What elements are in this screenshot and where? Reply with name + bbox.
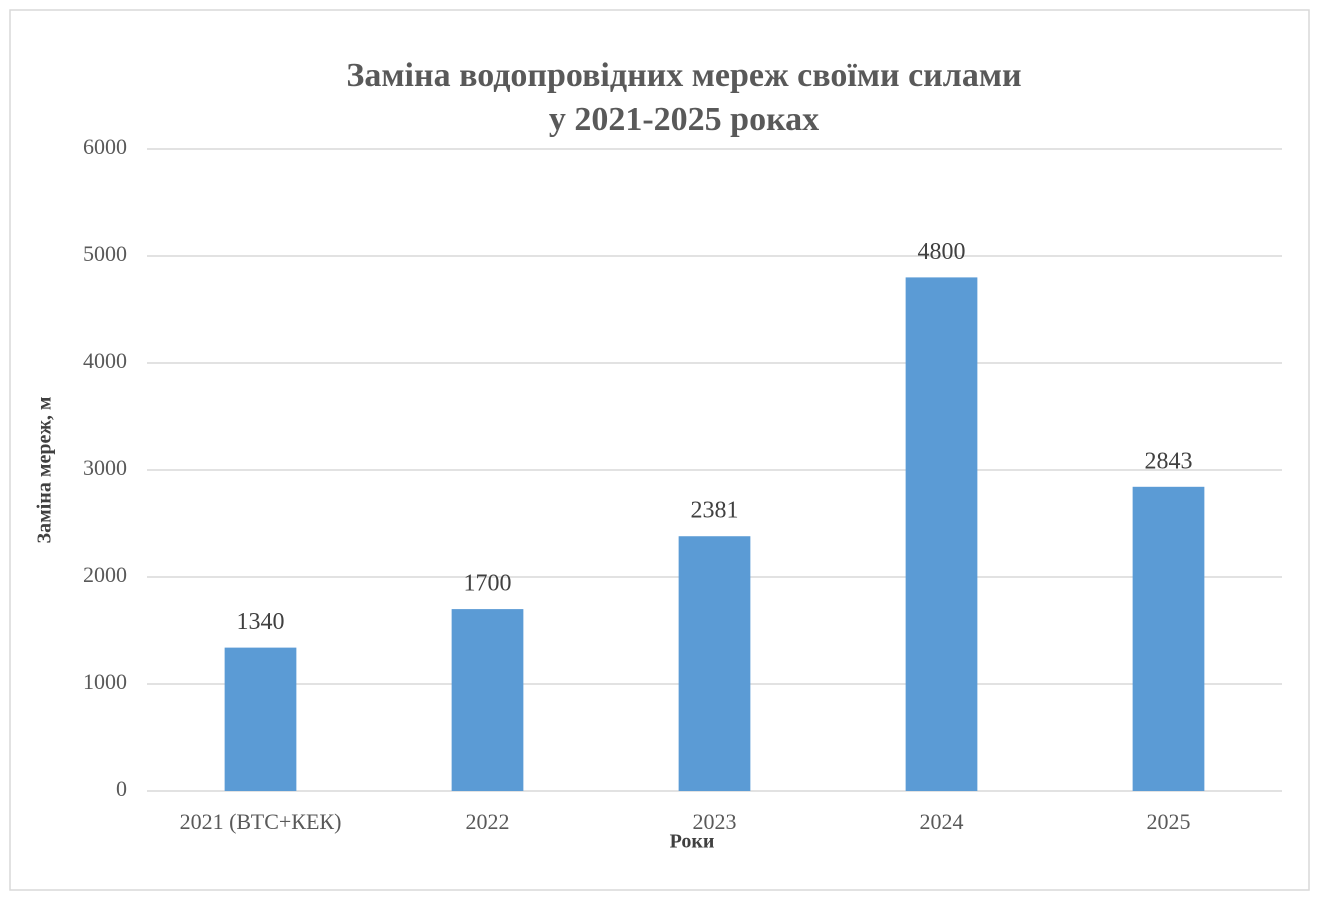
y-tick-label: 3000: [83, 455, 127, 480]
data-label: 4800: [918, 239, 966, 265]
y-tick-label: 0: [116, 776, 127, 801]
bar: [905, 277, 978, 791]
data-label: 1340: [237, 609, 285, 635]
data-label: 2381: [691, 498, 739, 524]
x-tick-label: 2023: [693, 809, 737, 834]
x-tick-label: 2021 (ВТС+КЕК): [180, 809, 342, 834]
chart-title: Заміна водопровідних мереж своїми силами: [346, 57, 1021, 94]
y-tick-label: 5000: [83, 241, 127, 266]
chart-title: у 2021-2025 роках: [549, 101, 819, 138]
bar: [224, 647, 297, 791]
x-axis-label: Роки: [670, 831, 715, 853]
y-tick-label: 2000: [83, 562, 127, 587]
y-tick-label: 6000: [83, 134, 127, 159]
x-tick-label: 2022: [466, 809, 510, 834]
bar: [678, 536, 751, 791]
y-tick-label: 1000: [83, 669, 127, 694]
chart-frame: [9, 9, 1310, 891]
y-axis-label: Заміна мереж, м: [34, 397, 56, 544]
x-tick-label: 2025: [1147, 809, 1191, 834]
bar: [451, 609, 524, 791]
bar: [1132, 486, 1205, 791]
y-tick-label: 4000: [83, 348, 127, 373]
data-label: 2843: [1145, 448, 1193, 474]
x-tick-label: 2024: [920, 809, 964, 834]
data-label: 1700: [464, 571, 512, 597]
